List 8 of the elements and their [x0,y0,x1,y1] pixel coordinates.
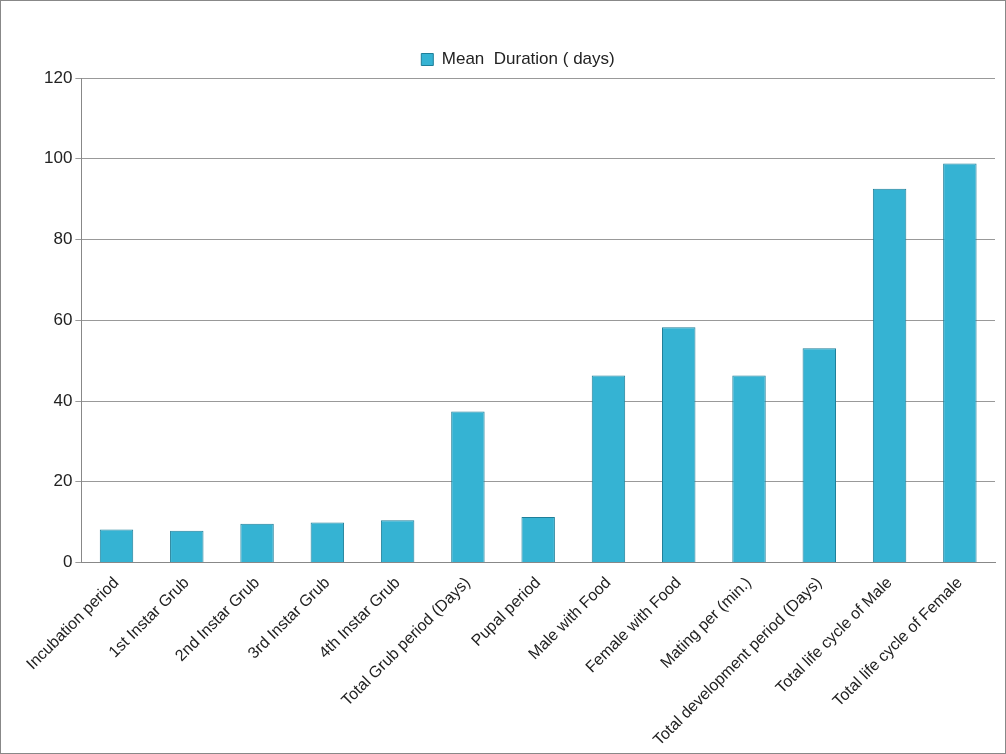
y-tick-label: 60 [53,309,73,329]
y-tick-label: 40 [53,390,73,410]
y-tick-label: 80 [53,229,73,249]
legend-label: Mean Duration ( days) [441,49,615,69]
y-tick-label: 20 [53,471,73,491]
y-tick-label: 100 [43,148,73,168]
y-tick-label: 120 [43,67,73,87]
y-tick-label: 0 [62,552,73,572]
